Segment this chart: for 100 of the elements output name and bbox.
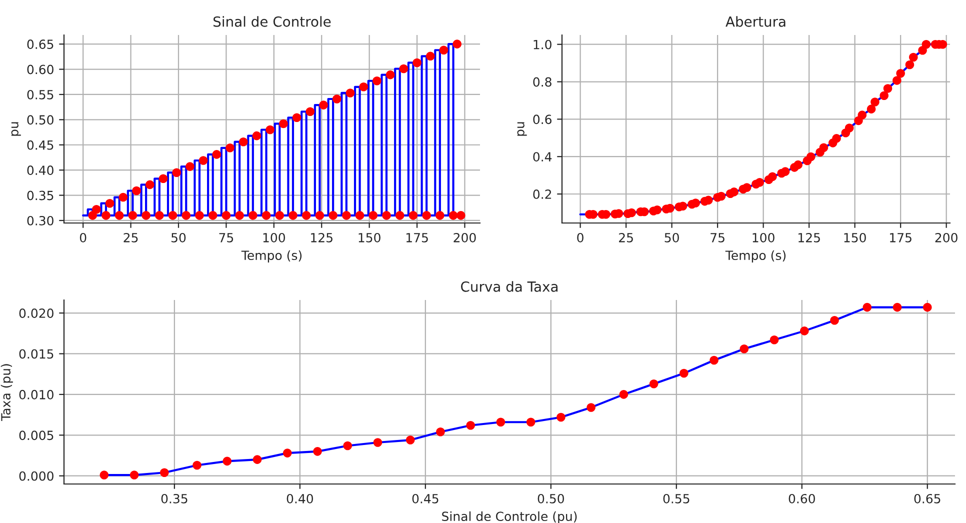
y-axis-title: pu <box>11 122 21 136</box>
point <box>862 302 872 312</box>
point <box>466 420 475 430</box>
y-tick-label: 0.6 <box>533 114 552 124</box>
point <box>145 180 154 190</box>
point <box>342 211 351 220</box>
point <box>102 211 110 220</box>
x-tick-label: 175 <box>406 233 428 242</box>
point <box>346 88 355 98</box>
point <box>755 178 764 187</box>
point <box>382 211 391 220</box>
point <box>92 205 101 214</box>
point <box>740 344 749 354</box>
x-axis-title: Tempo (s) <box>241 250 302 262</box>
x-tick-label: 125 <box>311 232 332 242</box>
x-tick-label: 0.60 <box>788 494 815 504</box>
point <box>436 211 444 220</box>
point <box>130 470 139 480</box>
point <box>892 302 902 312</box>
y-tick-label: 0.35 <box>27 190 54 200</box>
point <box>770 336 779 344</box>
point <box>892 76 902 85</box>
point <box>883 84 892 93</box>
x-tick-label: 50 <box>664 232 679 242</box>
point <box>395 211 404 220</box>
point <box>399 64 408 74</box>
x-tick-label: 0.65 <box>914 494 940 504</box>
point <box>313 447 322 456</box>
point <box>406 436 415 444</box>
x-tick-label: 150 <box>358 232 380 242</box>
x-tick-label: 100 <box>752 232 774 242</box>
y-tick-label: 0.015 <box>19 349 54 359</box>
point <box>282 448 292 458</box>
chart-title: Curva da Taxa <box>461 281 558 292</box>
point <box>222 211 231 220</box>
y-tick-label: 0.65 <box>27 40 54 49</box>
x-tick-label: 100 <box>263 232 286 242</box>
point <box>896 68 905 78</box>
point <box>105 198 114 208</box>
x-tick-label: 200 <box>454 232 476 242</box>
x-axis-title: Tempo (s) <box>725 250 786 262</box>
point <box>800 326 809 336</box>
point <box>742 183 752 192</box>
point <box>208 211 218 220</box>
point <box>292 113 302 122</box>
point <box>128 211 138 220</box>
point <box>192 460 202 470</box>
point <box>160 468 169 477</box>
x-tick-label: 0.35 <box>161 494 188 504</box>
point <box>526 418 536 427</box>
y-tick-label: 0.8 <box>533 77 552 87</box>
point <box>649 379 658 388</box>
y-axis-title: pu <box>517 122 527 136</box>
point <box>252 131 262 140</box>
point <box>780 167 790 176</box>
y-tick-label: 0.40 <box>27 166 54 176</box>
y-tick-label: 0.55 <box>27 90 54 100</box>
x-tick-label: 200 <box>935 232 958 242</box>
point <box>870 98 880 106</box>
point <box>359 82 368 92</box>
point <box>235 211 244 220</box>
point <box>412 58 422 68</box>
point <box>456 211 466 220</box>
point <box>198 156 208 165</box>
point <box>832 134 841 143</box>
point <box>556 412 566 422</box>
point <box>315 211 324 220</box>
x-tick-label: 25 <box>124 232 138 242</box>
point <box>806 152 816 162</box>
point <box>343 441 352 450</box>
y-axis-title: Taxa (pu) <box>0 364 13 421</box>
y-tick-label: 0.60 <box>27 64 54 74</box>
point <box>830 316 839 325</box>
point <box>168 211 178 220</box>
point <box>266 125 274 134</box>
x-tick-label: 25 <box>619 232 633 242</box>
point <box>142 211 150 220</box>
point <box>922 40 931 49</box>
point <box>439 46 448 55</box>
y-tick-label: 0.30 <box>27 216 54 226</box>
point <box>452 40 462 48</box>
y-tick-label: 0.45 <box>27 140 54 150</box>
point <box>422 211 431 220</box>
point <box>248 211 258 220</box>
point <box>373 438 382 447</box>
point <box>212 150 222 159</box>
point <box>279 119 288 128</box>
chart-title: Abertura <box>726 16 786 27</box>
point <box>226 144 234 152</box>
point <box>448 211 458 220</box>
point <box>328 211 338 220</box>
y-tick-label: 0.010 <box>19 390 54 400</box>
x-tick-label: 0 <box>80 232 86 242</box>
point <box>680 368 688 378</box>
x-tick-label: 0.40 <box>286 494 314 504</box>
x-tick-label: 75 <box>219 233 234 242</box>
point <box>866 104 876 114</box>
x-tick-label: 175 <box>890 233 912 242</box>
point <box>155 211 164 220</box>
point <box>496 418 506 427</box>
